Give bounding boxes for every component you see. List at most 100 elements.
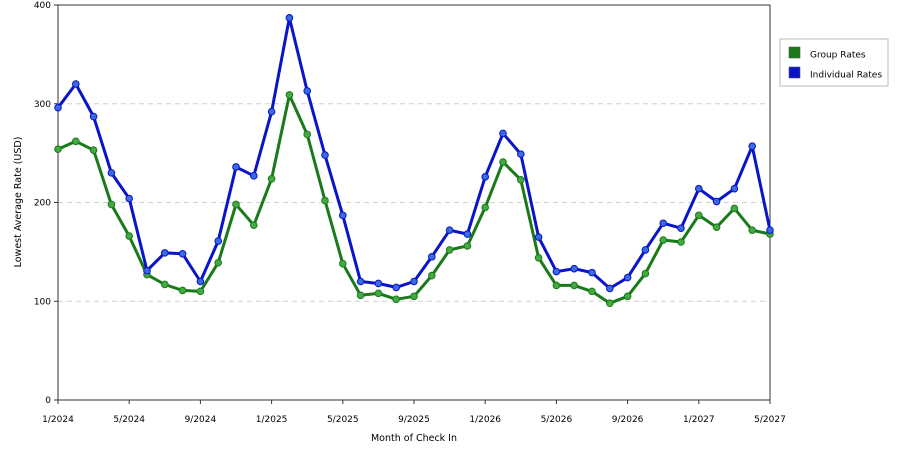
point-group-rates xyxy=(570,281,579,290)
series-individual-rates xyxy=(54,14,774,293)
point-group-rates xyxy=(641,269,650,278)
legend-label-group-rates: Group Rates xyxy=(810,51,866,61)
point-individual-rates xyxy=(356,277,365,286)
point-group-rates xyxy=(89,146,98,154)
x-tick-label: 5/2026 xyxy=(541,415,573,425)
x-tick-label: 1/2026 xyxy=(469,415,501,425)
point-group-rates xyxy=(712,223,721,231)
x-tick-label: 9/2024 xyxy=(185,415,217,425)
point-individual-rates xyxy=(107,169,116,177)
point-group-rates xyxy=(517,175,525,184)
point-individual-rates xyxy=(570,264,579,273)
series-layer xyxy=(54,14,774,308)
point-individual-rates xyxy=(321,151,329,159)
point-individual-rates xyxy=(250,172,258,180)
point-individual-rates xyxy=(517,150,525,158)
point-individual-rates xyxy=(712,197,721,206)
point-individual-rates xyxy=(410,277,418,286)
x-tick-label: 9/2026 xyxy=(612,415,644,425)
point-individual-rates xyxy=(143,266,151,275)
point-individual-rates xyxy=(552,267,561,276)
point-group-rates xyxy=(178,286,187,295)
y-tick-label: 100 xyxy=(34,297,51,307)
x-tick-label: 5/2025 xyxy=(327,415,359,425)
point-group-rates xyxy=(588,287,596,296)
point-individual-rates xyxy=(659,219,668,228)
point-individual-rates xyxy=(463,230,472,238)
point-group-rates xyxy=(499,158,507,166)
point-individual-rates xyxy=(730,184,739,193)
point-group-rates xyxy=(54,145,62,153)
point-individual-rates xyxy=(178,250,187,258)
point-individual-rates xyxy=(695,184,703,193)
point-individual-rates xyxy=(445,226,454,234)
point-group-rates xyxy=(267,175,276,183)
point-group-rates xyxy=(303,130,312,139)
x-axis: 1/2024 5/2024 9/2024 1/2025 5/2025 9/2025 1/20… xyxy=(42,400,786,425)
point-group-rates xyxy=(481,203,490,212)
x-tick-label: 5/2024 xyxy=(113,415,145,425)
point-individual-rates xyxy=(677,224,685,232)
point-individual-rates xyxy=(214,237,222,245)
point-group-rates xyxy=(285,91,294,99)
point-individual-rates xyxy=(267,107,276,116)
point-group-rates xyxy=(339,259,347,268)
y-tick-label: 0 xyxy=(45,396,51,406)
point-group-rates xyxy=(214,258,222,267)
point-individual-rates xyxy=(161,249,169,257)
point-group-rates xyxy=(356,291,365,300)
point-group-rates xyxy=(659,236,668,244)
point-individual-rates xyxy=(125,194,133,203)
point-group-rates xyxy=(250,221,258,230)
point-individual-rates xyxy=(588,268,596,277)
point-individual-rates xyxy=(72,80,80,88)
point-group-rates xyxy=(232,200,240,209)
point-individual-rates xyxy=(641,246,650,254)
x-tick-label: 5/2027 xyxy=(754,415,786,425)
point-group-rates xyxy=(428,271,436,280)
point-individual-rates xyxy=(481,173,490,181)
point-group-rates xyxy=(196,287,205,296)
point-individual-rates xyxy=(303,87,312,95)
y-tick-label: 300 xyxy=(34,100,51,110)
y-axis-title: Lowest Average Rate (USD) xyxy=(13,137,24,268)
y-tick-label: 400 xyxy=(34,1,51,11)
point-individual-rates xyxy=(374,279,383,288)
point-group-rates xyxy=(748,226,757,234)
series-line-group-rates xyxy=(57,93,771,305)
point-group-rates xyxy=(392,295,401,304)
point-group-rates xyxy=(534,253,543,262)
point-individual-rates xyxy=(428,253,436,261)
gridlines xyxy=(58,103,770,302)
point-group-rates xyxy=(623,292,632,301)
point-individual-rates xyxy=(89,112,98,121)
legend: Group Rates Individual Rates xyxy=(779,38,889,87)
point-group-rates xyxy=(161,280,169,289)
point-group-rates xyxy=(374,289,383,298)
series-line-individual-rates xyxy=(56,16,772,290)
point-individual-rates xyxy=(392,283,401,292)
legend-label-individual-rates: Individual Rates xyxy=(810,71,882,81)
series-group-rates xyxy=(54,91,774,308)
point-group-rates xyxy=(695,211,703,220)
point-group-rates xyxy=(410,292,418,301)
point-individual-rates xyxy=(499,129,507,138)
x-tick-label: 9/2025 xyxy=(398,415,430,425)
point-group-rates xyxy=(125,232,133,240)
point-individual-rates xyxy=(766,226,774,234)
point-group-rates xyxy=(730,204,739,213)
x-tick-label: 1/2025 xyxy=(256,415,288,425)
legend-swatch-group-rates xyxy=(788,46,801,59)
point-individual-rates xyxy=(339,211,347,220)
point-individual-rates xyxy=(623,273,632,282)
legend-swatch-individual-rates xyxy=(788,66,801,79)
x-axis-title: Month of Check In xyxy=(371,433,457,444)
point-group-rates xyxy=(321,196,329,205)
point-individual-rates xyxy=(196,277,205,286)
point-individual-rates xyxy=(285,14,294,22)
x-tick-label: 1/2027 xyxy=(683,415,715,425)
point-individual-rates xyxy=(232,163,240,171)
point-group-rates xyxy=(445,246,454,254)
point-group-rates xyxy=(606,299,614,308)
